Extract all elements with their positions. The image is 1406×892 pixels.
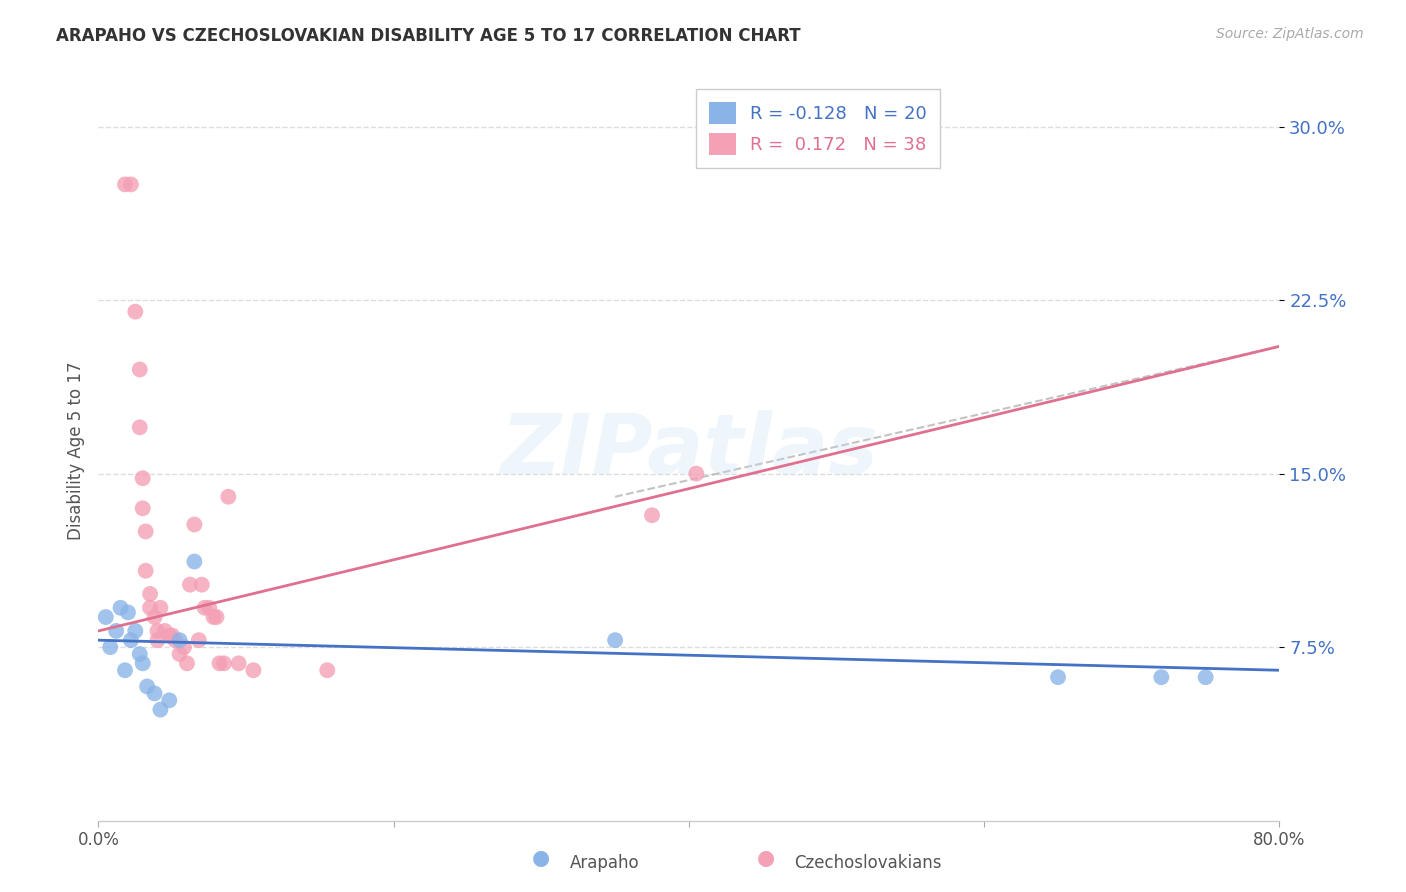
Text: ZIPatlas: ZIPatlas [501,410,877,491]
Point [124,304,146,318]
Point [169,633,191,648]
Point [605,633,627,648]
Point [128,362,150,376]
Point [641,508,664,523]
Point [183,517,205,532]
Point [146,624,169,638]
Text: Source: ZipAtlas.com: Source: ZipAtlas.com [1216,27,1364,41]
Point [117,606,139,620]
Point [132,471,155,485]
Point [242,663,264,677]
Point [143,686,166,700]
Point [143,610,166,624]
Point [139,600,162,615]
Point [114,663,136,677]
Point [149,600,172,615]
Point [139,587,162,601]
Y-axis label: Disability Age 5 to 17: Disability Age 5 to 17 [66,361,84,540]
Point [135,564,157,578]
Text: ●: ● [758,848,775,868]
Point [110,600,132,615]
Point [132,501,155,516]
Point [120,178,142,192]
Point [1046,670,1070,684]
Point [179,577,201,591]
Point [120,633,142,648]
Point [228,657,250,671]
Point [208,657,231,671]
Point [169,647,191,661]
Point [183,554,205,569]
Point [1150,670,1173,684]
Point [198,600,221,615]
Point [176,657,198,671]
Point [149,703,172,717]
Text: Czechoslovakians: Czechoslovakians [794,855,942,872]
Point [136,680,159,694]
Point [685,467,707,481]
Text: ARAPAHO VS CZECHOSLOVAKIAN DISABILITY AGE 5 TO 17 CORRELATION CHART: ARAPAHO VS CZECHOSLOVAKIAN DISABILITY AG… [56,27,801,45]
Point [132,657,155,671]
Point [128,420,150,434]
Point [187,633,209,648]
Point [191,577,214,591]
Point [173,640,195,654]
Point [212,657,235,671]
Point [202,610,225,624]
Point [135,524,157,539]
Legend: R = -0.128   N = 20, R =  0.172   N = 38: R = -0.128 N = 20, R = 0.172 N = 38 [696,89,939,168]
Point [153,624,176,638]
Point [1195,670,1218,684]
Point [162,628,183,642]
Point [165,633,187,648]
Point [105,624,128,638]
Point [94,610,117,624]
Point [124,624,146,638]
Point [146,633,169,648]
Point [194,600,217,615]
Point [217,490,239,504]
Text: ●: ● [533,848,550,868]
Point [98,640,121,654]
Point [157,693,180,707]
Point [114,178,136,192]
Point [316,663,339,677]
Point [205,610,228,624]
Point [157,628,180,642]
Text: Arapaho: Arapaho [569,855,640,872]
Point [128,647,150,661]
